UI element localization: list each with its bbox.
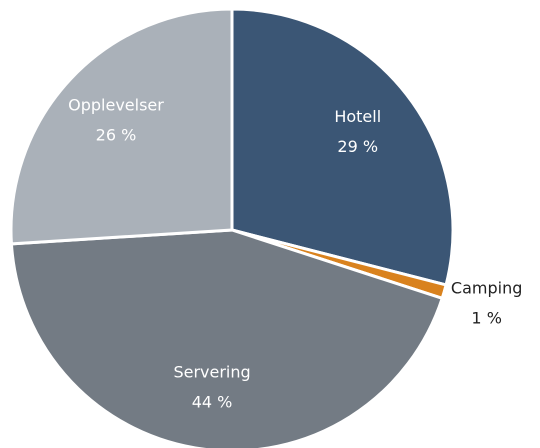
pie-slice xyxy=(230,7,455,287)
value-label: 44 % xyxy=(192,392,233,411)
pie-slice xyxy=(9,228,445,448)
slice-label: Hotell xyxy=(334,107,381,126)
slice-label: Opplevelser xyxy=(68,96,164,115)
value-label: 1 % xyxy=(471,308,501,327)
pie-slice xyxy=(9,7,234,246)
value-label: 26 % xyxy=(96,126,137,145)
slice-label: Camping xyxy=(451,278,522,297)
value-label: 29 % xyxy=(337,137,378,156)
slice-label: Servering xyxy=(173,362,250,381)
